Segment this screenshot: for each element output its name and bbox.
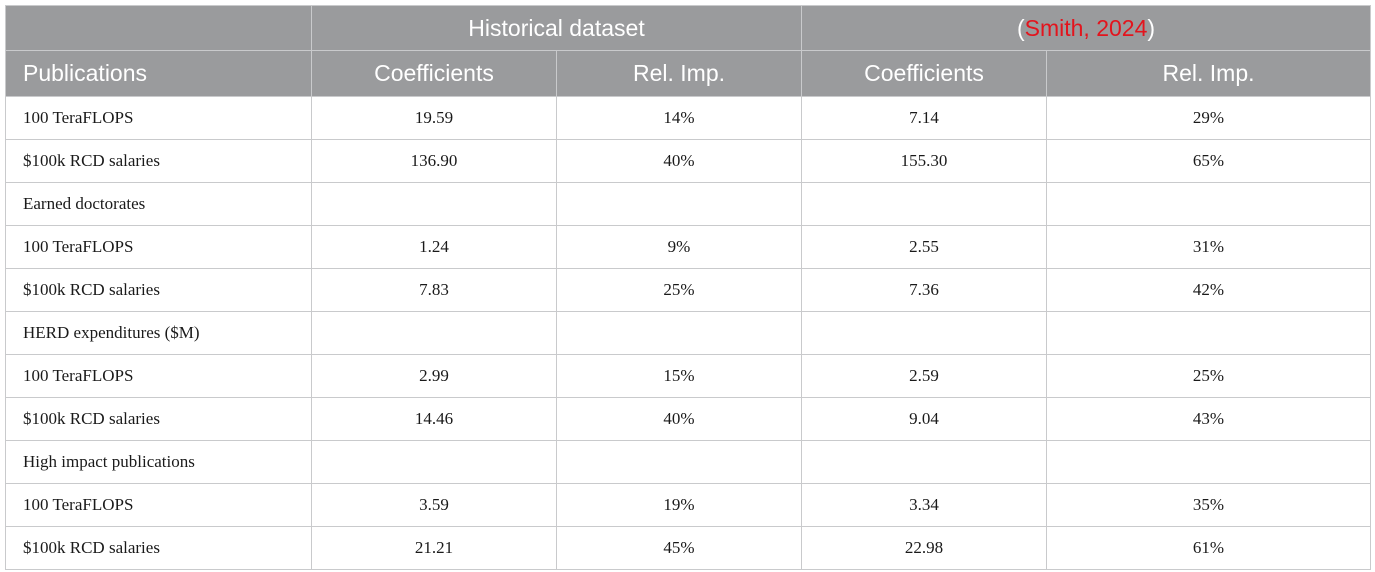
cell-hist-coef (311, 182, 557, 226)
cell-smith-relimp: 43% (1046, 397, 1372, 441)
row-label: 100 TeraFLOPS (5, 225, 312, 269)
cell-hist-coef: 3.59 (311, 483, 557, 527)
cell-hist-coef: 19.59 (311, 96, 557, 140)
header-relimp-historical: Rel. Imp. (555, 50, 803, 97)
cell-smith-relimp: 25% (1046, 354, 1372, 398)
table-body: 100 TeraFLOPS 19.59 14% 7.14 29% $100k R… (5, 96, 1372, 570)
header-column-row: Publications Coefficients Rel. Imp. Coef… (5, 50, 1372, 97)
citation-open-paren: ( (1016, 14, 1025, 41)
cell-smith-coef: 3.34 (801, 483, 1048, 527)
cell-hist-relimp (555, 440, 803, 484)
cell-hist-relimp (555, 311, 803, 355)
cell-smith-coef: 2.55 (801, 225, 1048, 269)
header-group-historical: Historical dataset (310, 5, 803, 51)
header-group-smith: (Smith, 2024) (801, 5, 1372, 51)
table-row: $100k RCD salaries 136.90 40% 155.30 65% (5, 139, 1372, 183)
cell-smith-relimp: 31% (1046, 225, 1372, 269)
row-label: 100 TeraFLOPS (5, 96, 312, 140)
section-label: Earned doctorates (5, 182, 312, 226)
cell-smith-coef: 2.59 (801, 354, 1048, 398)
table-row: 100 TeraFLOPS 2.99 15% 2.59 25% (5, 354, 1372, 398)
table-row: $100k RCD salaries 21.21 45% 22.98 61% (5, 526, 1372, 570)
section-label: High impact publications (5, 440, 312, 484)
cell-hist-relimp: 45% (555, 526, 803, 570)
cell-hist-coef (311, 440, 557, 484)
header-group-row: Historical dataset (Smith, 2024) (5, 5, 1372, 51)
cell-hist-relimp: 25% (555, 268, 803, 312)
header-empty-cell (5, 5, 312, 51)
cell-hist-coef: 136.90 (311, 139, 557, 183)
cell-smith-coef: 155.30 (801, 139, 1048, 183)
cell-hist-relimp (555, 182, 803, 226)
table-section-row: Earned doctorates (5, 182, 1372, 226)
cell-hist-relimp: 40% (555, 139, 803, 183)
row-label: $100k RCD salaries (5, 397, 312, 441)
row-label: $100k RCD salaries (5, 268, 312, 312)
row-label: 100 TeraFLOPS (5, 483, 312, 527)
cell-smith-coef: 7.14 (801, 96, 1048, 140)
cell-smith-relimp: 42% (1046, 268, 1372, 312)
row-label: $100k RCD salaries (5, 139, 312, 183)
citation-link-smith-2024[interactable]: Smith, 2024 (1024, 14, 1148, 41)
cell-hist-relimp: 9% (555, 225, 803, 269)
regression-table-container: Historical dataset (Smith, 2024) Publica… (5, 5, 1372, 570)
cell-hist-relimp: 40% (555, 397, 803, 441)
cell-hist-coef (311, 311, 557, 355)
row-label: 100 TeraFLOPS (5, 354, 312, 398)
cell-hist-coef: 7.83 (311, 268, 557, 312)
cell-smith-coef: 7.36 (801, 268, 1048, 312)
table-row: 100 TeraFLOPS 3.59 19% 3.34 35% (5, 483, 1372, 527)
cell-smith-relimp (1046, 440, 1372, 484)
cell-smith-relimp: 61% (1046, 526, 1372, 570)
table-row: 100 TeraFLOPS 1.24 9% 2.55 31% (5, 225, 1372, 269)
cell-hist-coef: 1.24 (311, 225, 557, 269)
cell-smith-relimp: 35% (1046, 483, 1372, 527)
cell-smith-coef (801, 440, 1048, 484)
section-label: HERD expenditures ($M) (5, 311, 312, 355)
cell-hist-relimp: 19% (555, 483, 803, 527)
cell-hist-coef: 2.99 (311, 354, 557, 398)
table-section-row: HERD expenditures ($M) (5, 311, 1372, 355)
header-coefficients-smith: Coefficients (801, 50, 1048, 97)
cell-smith-coef (801, 182, 1048, 226)
header-coefficients-historical: Coefficients (311, 50, 557, 97)
row-label: $100k RCD salaries (5, 526, 312, 570)
cell-smith-relimp: 29% (1046, 96, 1372, 140)
header-relimp-smith: Rel. Imp. (1046, 50, 1372, 97)
cell-hist-relimp: 14% (555, 96, 803, 140)
cell-hist-coef: 21.21 (311, 526, 557, 570)
table-row: $100k RCD salaries 7.83 25% 7.36 42% (5, 268, 1372, 312)
cell-smith-coef: 22.98 (801, 526, 1048, 570)
table-header: Historical dataset (Smith, 2024) Publica… (5, 5, 1372, 97)
table-row: 100 TeraFLOPS 19.59 14% 7.14 29% (5, 96, 1372, 140)
cell-smith-relimp (1046, 182, 1372, 226)
cell-smith-relimp (1046, 311, 1372, 355)
table-section-row: High impact publications (5, 440, 1372, 484)
cell-hist-coef: 14.46 (311, 397, 557, 441)
header-row-label: Publications (5, 50, 312, 97)
cell-smith-relimp: 65% (1046, 139, 1372, 183)
table-row: $100k RCD salaries 14.46 40% 9.04 43% (5, 397, 1372, 441)
cell-hist-relimp: 15% (555, 354, 803, 398)
citation-close-paren: ) (1147, 14, 1156, 41)
cell-smith-coef: 9.04 (801, 397, 1048, 441)
cell-smith-coef (801, 311, 1048, 355)
regression-table: Historical dataset (Smith, 2024) Publica… (5, 5, 1372, 570)
